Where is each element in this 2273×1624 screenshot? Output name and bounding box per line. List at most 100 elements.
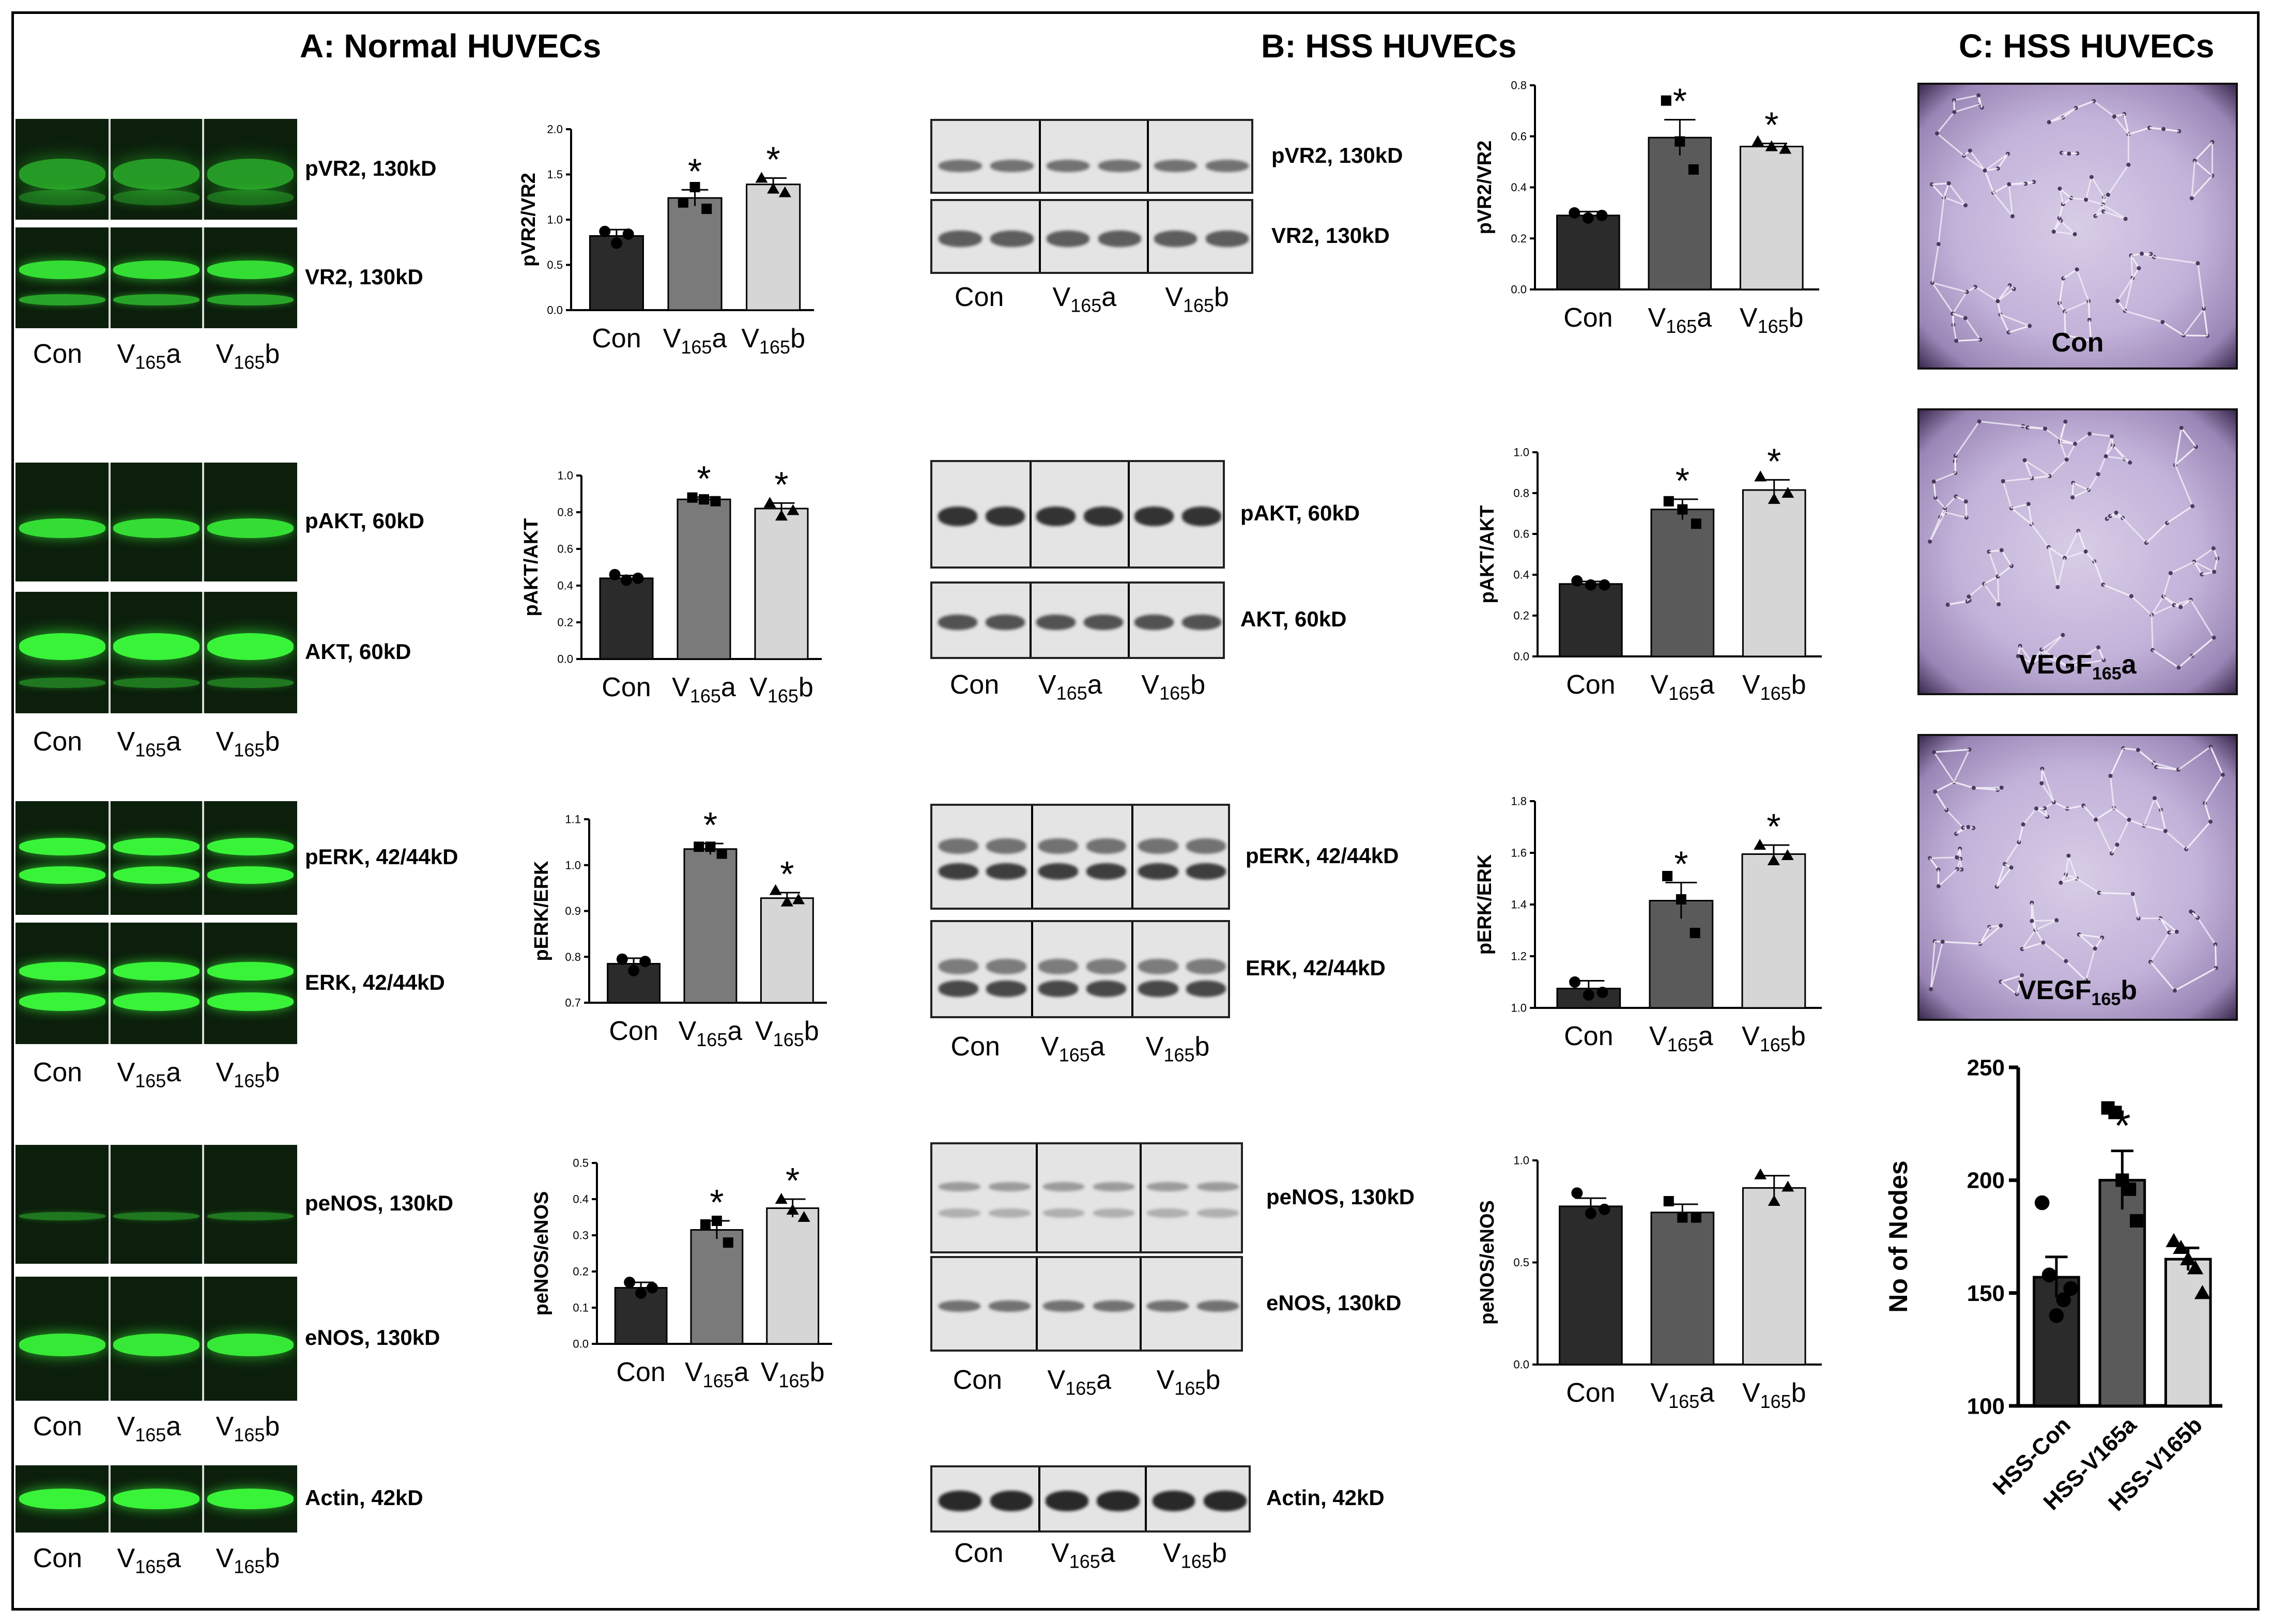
blot-band bbox=[207, 1212, 294, 1220]
tube-segment bbox=[2153, 762, 2179, 771]
tube-segment bbox=[2191, 175, 2213, 199]
tube-segment bbox=[1938, 197, 1945, 244]
category-text: 165 bbox=[1760, 1034, 1791, 1055]
tube-segment bbox=[1989, 549, 2002, 553]
chart-a-akt-category-2: V165b bbox=[749, 672, 813, 707]
tube-segment bbox=[2178, 746, 2211, 771]
tube-segment bbox=[2174, 427, 2183, 465]
lane-divider bbox=[1038, 1467, 1040, 1530]
blot-band bbox=[19, 294, 106, 306]
lane bbox=[1031, 462, 1129, 566]
tube-node bbox=[1999, 548, 2004, 553]
chart-b-enos-tick-label: 0.0 bbox=[1513, 1358, 1529, 1371]
blot-band bbox=[938, 980, 978, 998]
blot-band bbox=[1046, 160, 1090, 172]
tube-segment bbox=[2183, 334, 2208, 337]
tube-segment bbox=[2041, 783, 2055, 803]
blot-band bbox=[939, 1491, 982, 1511]
tube-node bbox=[2168, 571, 2173, 575]
tube-segment bbox=[2174, 465, 2193, 507]
blot-band bbox=[1186, 863, 1226, 880]
chart-b-enos-category-2: V165b bbox=[1742, 1378, 1806, 1412]
tube-node bbox=[2114, 510, 2118, 515]
tube-segment bbox=[2151, 615, 2154, 650]
category-text: a bbox=[734, 1357, 749, 1387]
tube-node bbox=[2089, 175, 2094, 179]
blot-band bbox=[19, 1489, 106, 1509]
chart-b-enos-point-2-1 bbox=[1768, 1195, 1780, 1206]
tube-segment bbox=[2048, 547, 2059, 588]
chart-a-vr2-point-0-2 bbox=[622, 228, 634, 240]
chart-a-vr2-point-2-0 bbox=[755, 172, 768, 183]
blot-band bbox=[1083, 507, 1123, 526]
tube-segment bbox=[1968, 583, 1985, 597]
lane-label-v165b: V165b bbox=[1156, 1365, 1221, 1399]
chart-a-akt-bar-1 bbox=[677, 498, 731, 660]
chart-c-nodes-point-0-3 bbox=[2056, 1292, 2071, 1308]
chart-b-erk-point-2-1 bbox=[1767, 854, 1780, 865]
blot-band bbox=[1154, 230, 1197, 247]
tube-node bbox=[1971, 786, 1976, 790]
lane bbox=[1146, 1467, 1249, 1530]
panel-b-title: B: HSS HUVECs bbox=[1261, 27, 1517, 65]
chart-b-akt-point-0-2 bbox=[1599, 579, 1610, 591]
blot-band bbox=[1147, 1208, 1189, 1218]
chart-b-akt-tick-label: 0.4 bbox=[1513, 569, 1529, 581]
tube-node bbox=[1963, 499, 1968, 504]
lane bbox=[932, 462, 1031, 566]
blot-band bbox=[113, 1334, 200, 1356]
chart-a-enos-tick-label: 0.4 bbox=[573, 1193, 589, 1206]
tube-node bbox=[1933, 789, 1938, 794]
tube-segment bbox=[2072, 489, 2089, 498]
blot-band bbox=[207, 260, 294, 279]
micrograph-label-vegf165a: VEGF165a bbox=[2019, 649, 2137, 683]
lane bbox=[932, 121, 1040, 192]
tube-node bbox=[1933, 495, 1938, 500]
blot-band bbox=[939, 230, 982, 247]
lane-divider bbox=[108, 1465, 111, 1533]
blot-band bbox=[1097, 1491, 1140, 1511]
blot-band bbox=[113, 633, 200, 660]
chart-b-vr2-point-1-0 bbox=[1661, 95, 1671, 106]
blot-band bbox=[1046, 1491, 1088, 1511]
tube-segment bbox=[1931, 182, 1949, 186]
tube-segment bbox=[1996, 864, 2006, 887]
category-text: V bbox=[672, 672, 690, 702]
lane-divider bbox=[108, 1277, 111, 1401]
tube-node bbox=[1929, 987, 1933, 991]
tube-segment bbox=[1997, 285, 2010, 302]
tube-segment bbox=[2197, 917, 2216, 945]
tube-segment bbox=[2059, 278, 2064, 303]
category-text: 165 bbox=[1667, 1034, 1698, 1055]
tube-node bbox=[2026, 502, 2031, 507]
tube-segment bbox=[1930, 941, 1944, 990]
chart-c-nodes-tick-label: 200 bbox=[1967, 1168, 2005, 1193]
blot-band bbox=[939, 1300, 980, 1312]
blot-a-pakt bbox=[16, 463, 297, 581]
blot-b-perk-label: pERK, 42/44kD bbox=[1246, 843, 1399, 868]
tube-segment bbox=[2160, 917, 2177, 932]
blot-band bbox=[986, 838, 1026, 854]
chart-a-erk-point-2-1 bbox=[780, 895, 793, 907]
lane-divider bbox=[108, 119, 111, 220]
category-text: Con bbox=[609, 1016, 658, 1046]
tube-segment bbox=[2079, 933, 2102, 939]
category-text: V bbox=[741, 324, 759, 354]
blot-a-vr2 bbox=[16, 227, 297, 328]
chart-b-erk-ylabel: pERK/ERK bbox=[1474, 854, 1496, 955]
category-text: 165 bbox=[1760, 1391, 1791, 1412]
tube-segment bbox=[2197, 263, 2205, 309]
blot-band bbox=[1093, 1208, 1135, 1218]
blot-a-penos-label: peNOS, 130kD bbox=[305, 1191, 454, 1215]
tube-segment bbox=[2143, 798, 2156, 826]
tube-node bbox=[2072, 232, 2077, 237]
chart-b-vr2-point-1-2 bbox=[1688, 164, 1699, 175]
tube-node bbox=[2066, 853, 2071, 858]
chart-b-enos-point-2-2 bbox=[1781, 1181, 1794, 1192]
category-text: V bbox=[1650, 670, 1668, 700]
chart-b-akt-category-0: Con bbox=[1566, 670, 1615, 700]
tube-segment bbox=[2160, 809, 2167, 832]
category-text: Con bbox=[1566, 1378, 1615, 1408]
blot-band bbox=[207, 838, 294, 855]
lane-label-v165a: V165a bbox=[117, 1412, 181, 1446]
